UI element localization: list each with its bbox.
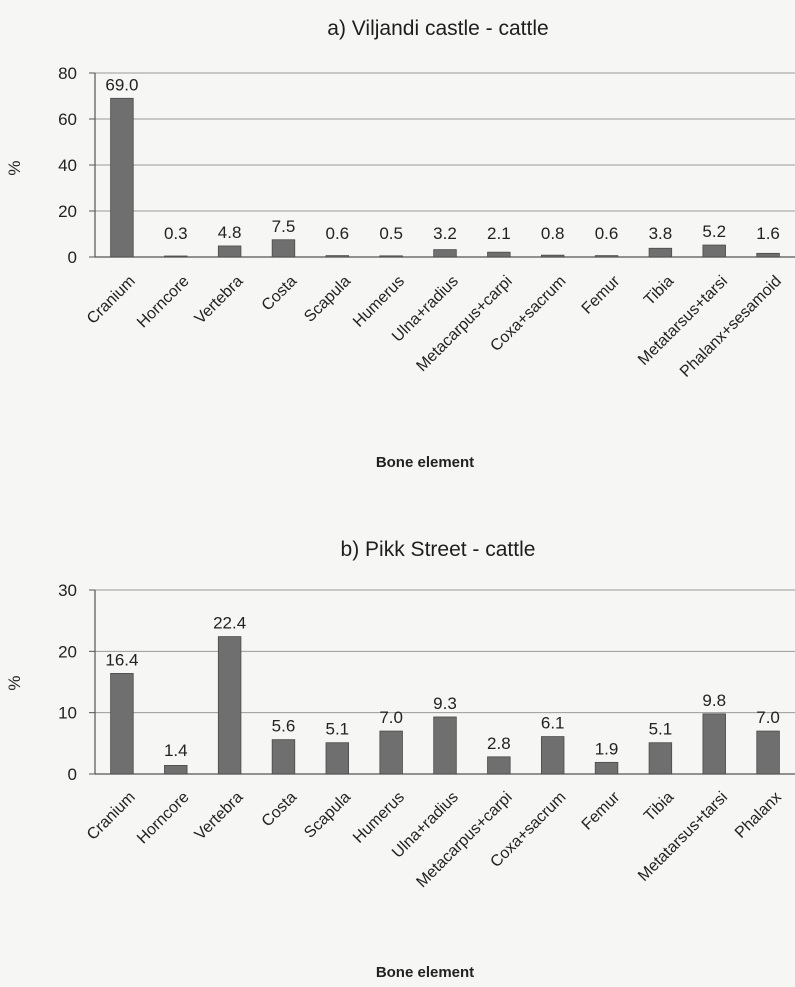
bar [217,636,242,775]
y-tick-label: 20 [58,202,77,221]
category-label: Cranium [84,273,139,328]
data-label: 1.4 [164,741,188,760]
bar [110,97,134,258]
category-label: Cranium [84,789,139,844]
chart-title: b) Pikk Street - cattle [341,538,536,561]
bar [325,742,350,775]
data-label: 7.0 [379,708,403,727]
y-tick-label: 40 [58,156,77,175]
bar [164,255,188,258]
data-label: 5.2 [702,222,726,241]
data-label: 5.1 [325,720,349,739]
y-axis-label: % [5,160,24,175]
category-label: Vertebra [192,273,247,328]
bar [325,255,350,258]
category-label: Vertebra [192,789,247,844]
category-label: Costa [259,273,301,315]
bar [540,736,565,775]
data-label: 16.4 [105,650,138,669]
data-label: 69.0 [105,75,138,94]
data-label: 2.8 [487,734,511,753]
data-label: 0.5 [379,224,403,243]
chart-title: a) Viljandi castle - cattle [327,17,548,40]
bar [379,255,403,258]
category-label: Scapula [301,789,354,842]
category-label: Costa [259,789,301,831]
category-label: Tibia [641,789,677,825]
y-tick-label: 10 [58,704,77,723]
bar [271,739,296,775]
category-label: Metacarpus+carpi [413,273,515,375]
category-label: Tibia [641,273,677,309]
x-axis-label: Bone element [376,964,474,981]
data-label: 0.3 [164,224,188,243]
bar [487,251,511,258]
bar [487,756,511,775]
bar [756,730,780,775]
data-label: 9.3 [433,694,457,713]
category-label: Scapula [301,273,354,326]
data-label: 0.6 [595,224,619,243]
bar [433,716,457,775]
bar [110,673,134,775]
y-tick-label: 80 [58,64,77,83]
bar [217,245,242,258]
data-label: 2.1 [487,224,511,243]
bar [164,765,188,775]
bar [648,742,673,775]
data-label: 6.1 [541,714,565,733]
bar [379,730,403,775]
bar [271,239,296,258]
category-label: Metacarpus+carpi [413,789,515,891]
y-tick-label: 30 [58,581,77,600]
data-label: 0.8 [541,224,565,243]
category-label: Femur [579,272,624,317]
y-tick-label: 60 [58,110,77,129]
y-tick-label: 20 [58,642,77,661]
data-label: 1.9 [595,739,619,758]
category-label: Horncore [134,273,193,332]
data-label: 5.6 [272,717,296,736]
bar [433,249,457,258]
y-tick-label: 0 [68,248,77,267]
category-label: Phalanx [732,789,785,842]
bar [702,713,726,775]
bar [594,761,619,775]
data-label: 9.8 [702,691,726,710]
data-label: 0.6 [325,224,349,243]
bar [648,247,673,258]
y-tick-label: 0 [68,765,77,784]
bar [540,254,565,258]
data-label: 3.8 [649,224,673,243]
y-axis-label: % [5,675,24,690]
category-label: Phalanx+sesamoid [677,273,785,381]
category-label: Horncore [134,789,193,848]
bar [702,244,726,258]
category-label: Femur [579,788,624,833]
data-label: 5.1 [649,720,673,739]
data-label: 22.4 [213,614,246,633]
bar [594,255,619,258]
data-label: 4.8 [218,223,242,242]
data-label: 1.6 [756,224,780,243]
data-label: 3.2 [433,224,457,243]
data-label: 7.0 [756,708,780,727]
x-axis-label: Bone element [376,454,474,471]
data-label: 7.5 [272,217,296,236]
bar [756,252,780,258]
